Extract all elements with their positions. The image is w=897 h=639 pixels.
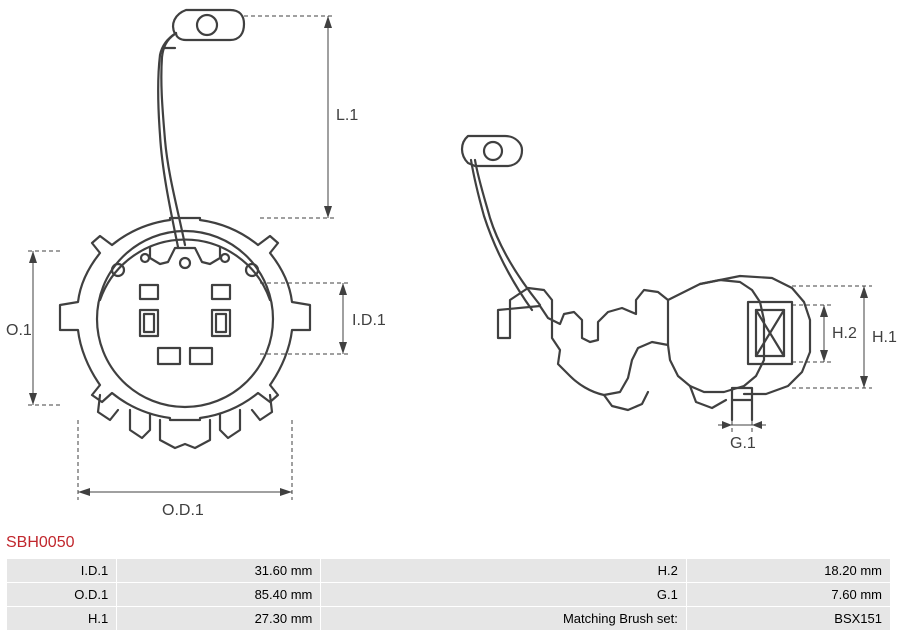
spec-value: 31.60 mm	[117, 559, 321, 583]
dim-label-H2: H.2	[832, 325, 857, 342]
spec-label: G.1	[321, 583, 686, 607]
spec-label: O.D.1	[7, 583, 117, 607]
spec-label: H.2	[321, 559, 686, 583]
table-row: H.1 27.30 mm Matching Brush set: BSX151	[7, 607, 891, 631]
spec-label: H.1	[7, 607, 117, 631]
table-row: I.D.1 31.60 mm H.2 18.20 mm	[7, 559, 891, 583]
spec-value: 7.60 mm	[686, 583, 890, 607]
dim-label-G1: G.1	[730, 435, 756, 452]
spec-table: I.D.1 31.60 mm H.2 18.20 mm O.D.1 85.40 …	[6, 558, 891, 631]
spec-value: BSX151	[686, 607, 890, 631]
dim-label-ID1: I.D.1	[352, 312, 386, 329]
spec-label: Matching Brush set:	[321, 607, 686, 631]
dim-label-OD1: O.D.1	[162, 502, 204, 519]
dim-label-L1: L.1	[336, 107, 358, 124]
top-view: L.1 I.D.1 O.1 O.D.1	[6, 10, 386, 519]
dim-label-O1: O.1	[6, 322, 32, 339]
spec-value: 18.20 mm	[686, 559, 890, 583]
spec-label: I.D.1	[7, 559, 117, 583]
drawing-svg: L.1 I.D.1 O.1 O.D.1	[0, 0, 897, 530]
spec-value: 85.40 mm	[117, 583, 321, 607]
side-view: H.1 H.2 G.1	[462, 136, 897, 452]
dim-label-H1: H.1	[872, 329, 897, 346]
part-number: SBH0050	[6, 534, 75, 552]
table-row: O.D.1 85.40 mm G.1 7.60 mm	[7, 583, 891, 607]
spec-value: 27.30 mm	[117, 607, 321, 631]
technical-drawing: L.1 I.D.1 O.1 O.D.1	[0, 0, 897, 530]
